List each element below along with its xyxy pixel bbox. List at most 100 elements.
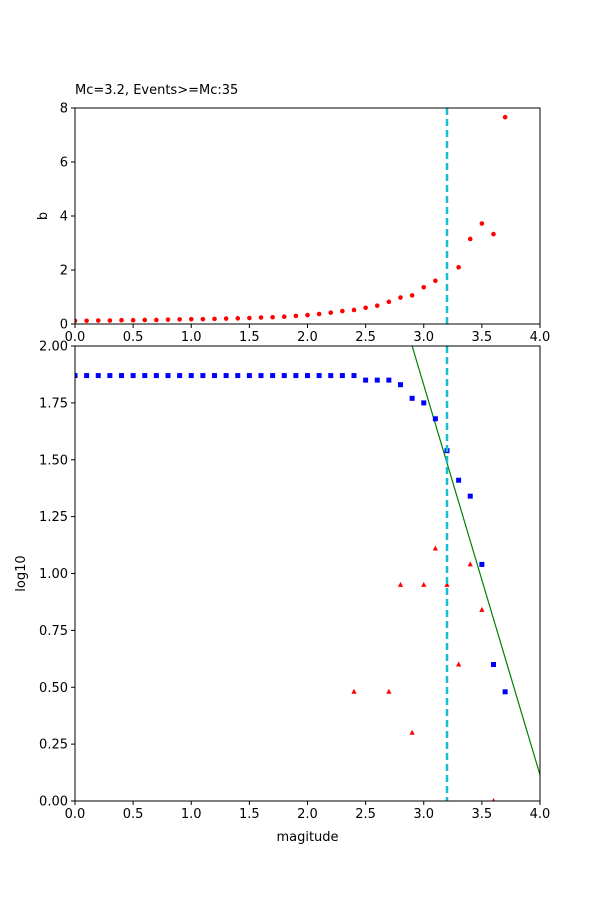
top-series-0-point-9 (177, 317, 182, 322)
top-series-0-point-18 (281, 314, 287, 320)
bottom-x-tick-label-1: 0.5 (123, 807, 144, 822)
bottom-series-0-point-28 (398, 382, 403, 388)
top-series-0-point-14 (235, 316, 241, 321)
top-series-0-point-30 (421, 284, 427, 290)
bottom-series-0-point-0 (75, 373, 78, 379)
bottom-series-1-point-1 (386, 688, 392, 694)
bottom-series-1-point-6 (444, 581, 450, 587)
bottom-series-1-point-7 (456, 661, 462, 667)
top-series-0-point-35 (491, 231, 496, 237)
top-series-0-point-20 (305, 312, 310, 318)
top-series-0-point-31 (433, 278, 438, 284)
top-series-0-point-6 (142, 317, 148, 323)
top-x-tick-label-5: 2.5 (355, 330, 376, 345)
bottom-y-tick-label-2: 0.50 (39, 681, 68, 696)
bottom-series-0-point-25 (363, 377, 369, 383)
top-x-tick-label-8: 4.0 (530, 330, 551, 345)
bottom-y-tick-label-6: 1.50 (39, 453, 68, 468)
bottom-series-1-point-9 (479, 606, 485, 612)
top-series-0-point-29 (409, 293, 415, 298)
bottom-series-0-point-3 (107, 373, 113, 379)
bottom-series-0-point-34 (467, 493, 473, 499)
bottom-y-tick-label-5: 1.25 (39, 510, 68, 525)
bottom-series-0-point-8 (165, 373, 171, 379)
top-series-0-point-11 (200, 316, 206, 322)
bottom-series-0-point-37 (502, 689, 508, 695)
top-y-tick-label-0: 0 (60, 318, 68, 333)
top-chart-plot: 0.0 0.5 1.0 1.5 2.0 2.5 3.0 3.5 4.0 0 2 4 6 8 b (36, 102, 550, 346)
bottom-x-tick-label-3: 1.5 (239, 807, 260, 822)
top-series-0-point-25 (363, 305, 368, 311)
bottom-series-0-point-21 (316, 373, 322, 379)
top-series-0-point-3 (107, 318, 113, 323)
bottom-series-0-point-30 (421, 400, 427, 406)
bottom-series-1-point-10 (491, 798, 496, 801)
top-x-tick-label-7: 3.5 (472, 330, 493, 345)
bottom-series-0-point-36 (491, 662, 496, 667)
bottom-series-0-point-2 (95, 373, 101, 379)
top-x-tick-label-1: 0.5 (123, 330, 144, 345)
top-data-layer (75, 114, 508, 324)
bottom-series-0-point-23 (339, 373, 345, 379)
bottom-series-0-point-16 (258, 373, 264, 379)
top-y-tick-label-2: 4 (60, 210, 68, 225)
bottom-series-0-point-12 (212, 373, 217, 379)
bottom-series-0-point-4 (119, 373, 124, 379)
top-series-0-point-36 (502, 114, 508, 120)
top-series-0-point-28 (398, 295, 403, 300)
top-y-tick-label-4: 8 (60, 102, 68, 117)
bottom-series-1-point-3 (409, 729, 415, 735)
top-series-0-point-26 (374, 303, 380, 308)
bottom-series-0-point-5 (130, 373, 136, 379)
bottom-x-tick-label-4: 2.0 (297, 807, 318, 822)
bottom-series-0-point-24 (351, 373, 357, 379)
bottom-x-tick-label-6: 3.0 (413, 807, 434, 822)
top-series-0-point-0 (75, 318, 78, 324)
bottom-series-0-point-14 (235, 373, 241, 379)
bottom-series-0-point-1 (84, 373, 90, 379)
bottom-series-0-point-13 (223, 373, 229, 379)
top-series-0-point-12 (212, 316, 217, 322)
top-axes-frame (74, 107, 541, 325)
bottom-series-0-point-35 (479, 561, 485, 567)
top-series-0-point-16 (258, 315, 264, 320)
bottom-x-tick-label-7: 3.5 (472, 807, 493, 822)
top-series-0-point-4 (119, 317, 124, 323)
top-series-0-point-2 (95, 318, 101, 323)
top-series-0-point-15 (247, 315, 252, 321)
bottom-series-0-point-22 (328, 373, 334, 379)
top-chart-title: Mc=3.2, Events>=Mc:35 (75, 83, 238, 98)
bottom-series-0-point-18 (281, 373, 287, 379)
top-y-tick-label-3: 6 (60, 156, 68, 171)
bottom-y-tick-label-1: 0.25 (39, 738, 68, 753)
top-series-0-point-22 (328, 310, 334, 315)
bottom-y-tick-label-0: 0.00 (39, 795, 68, 810)
bottom-series-0-point-11 (200, 373, 206, 379)
top-series-0-point-5 (130, 317, 136, 323)
bottom-series-0-point-15 (246, 373, 252, 379)
bottom-series-1-point-0 (351, 688, 357, 694)
top-series-0-point-10 (188, 316, 194, 322)
bottom-y-tick-label-8: 2.00 (39, 340, 68, 355)
bottom-y-tick-label-7: 1.75 (39, 396, 68, 411)
bottom-series-0-point-31 (432, 416, 438, 422)
top-x-tick-label-6: 3.0 (413, 330, 434, 345)
bottom-x-tick-label-8: 4.0 (530, 807, 551, 822)
top-x-tick-label-0: 0.0 (65, 330, 86, 345)
bottom-chart-plot: 0.0 0.5 1.0 1.5 2.0 2.5 3.0 3.5 4.0 0.00 0.25 0.50 0… (14, 340, 550, 846)
top-series-0-point-1 (84, 318, 89, 324)
bottom-series-1-point-4 (421, 581, 427, 587)
bottom-series-0-point-17 (270, 373, 276, 379)
top-series-0-point-27 (386, 299, 392, 305)
top-series-0-point-7 (154, 317, 159, 323)
bottom-axes-frame (74, 345, 541, 802)
bottom-x-tick-label-5: 2.5 (355, 807, 376, 822)
top-x-tick-label-4: 2.0 (297, 330, 318, 345)
top-series-0-point-19 (293, 313, 299, 319)
bottom-fit-line (411, 346, 540, 776)
bottom-x-axis-label: magitude (276, 830, 338, 845)
top-series-0-point-32 (456, 265, 461, 270)
bottom-series-1-point-5 (432, 545, 438, 551)
bottom-y-tick-label-3: 0.75 (39, 624, 68, 639)
